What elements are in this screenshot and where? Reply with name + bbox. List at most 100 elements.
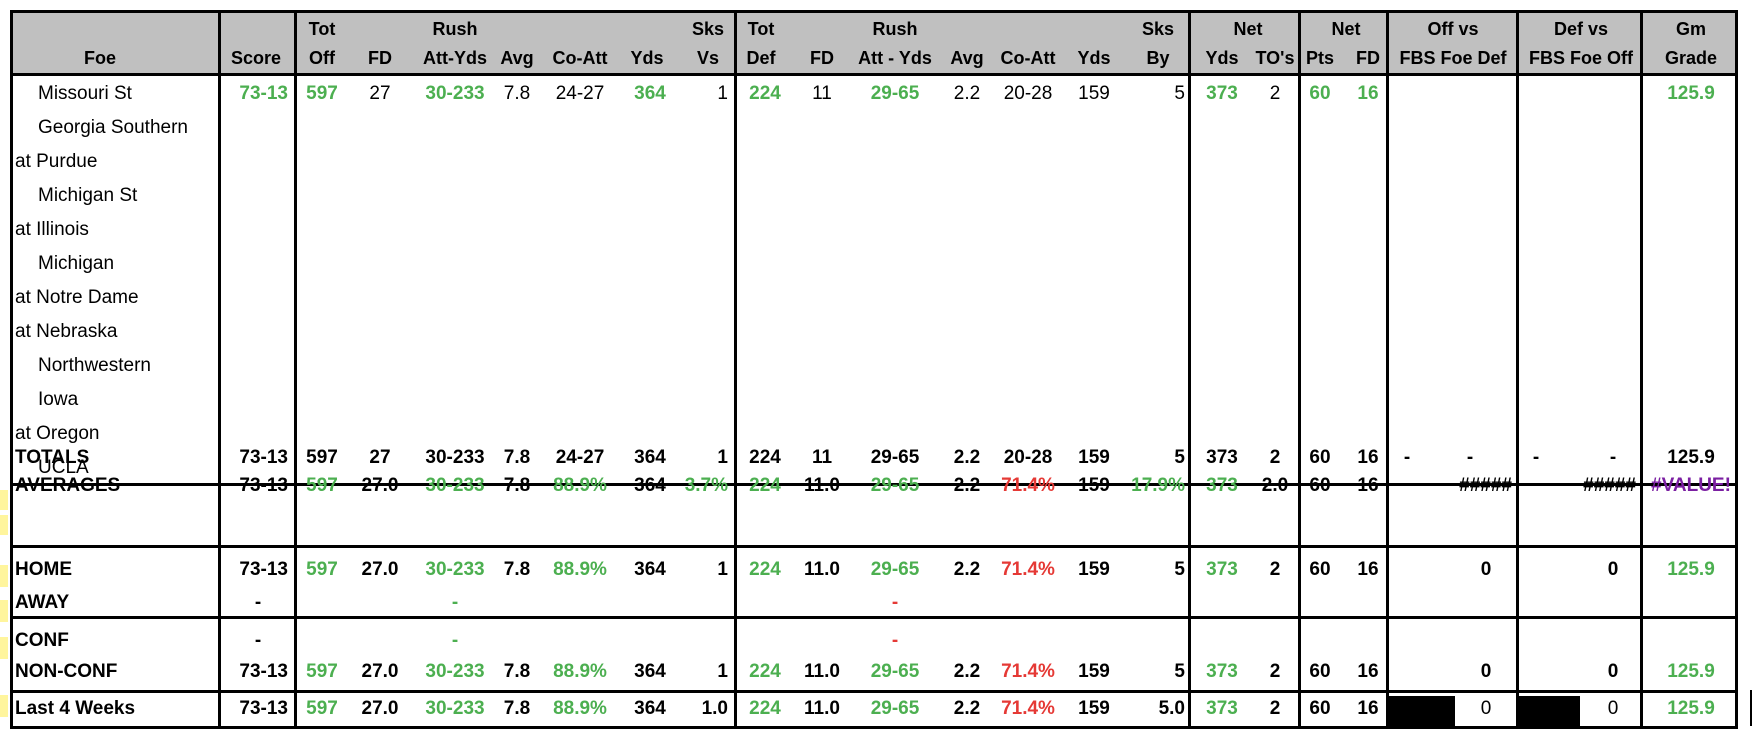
- nonconf-avg: 7.8: [503, 661, 531, 682]
- last4-sks-vs: 1.0: [701, 698, 728, 719]
- header-column-label: Avg: [950, 48, 984, 68]
- totals-dco-att: 20-28: [1003, 447, 1053, 468]
- header-column-label: Foe: [83, 48, 117, 68]
- home-co-att: 88.9%: [553, 559, 607, 580]
- header-column-label: Pts: [1305, 48, 1335, 68]
- home-yds: 364: [634, 559, 666, 580]
- highlight-mark: [0, 600, 8, 622]
- game1-net-fd: 16: [1357, 83, 1379, 104]
- nonconf-dfd: 11.0: [804, 661, 840, 682]
- highlight-mark: [0, 515, 8, 535]
- nonconf-def: 0: [1607, 661, 1619, 682]
- column-separator: [1188, 10, 1191, 729]
- nonconf-tos: 2: [1269, 661, 1281, 682]
- header-column-label: Score: [230, 48, 282, 68]
- totals-off-b: -: [1466, 447, 1474, 468]
- game1-dco-att: 20-28: [1003, 83, 1053, 104]
- last4-dco-att: 71.4%: [1001, 698, 1055, 719]
- averages-net-pts: 60: [1309, 475, 1331, 496]
- last4-co-att: 88.9%: [553, 698, 607, 719]
- foe-name: Georgia Southern: [38, 117, 188, 138]
- game1-rush: 30-233: [425, 83, 485, 104]
- last4-top-border: [10, 690, 1738, 693]
- nonconf-rush: 30-233: [425, 661, 485, 682]
- home-dfd: 11.0: [804, 559, 840, 580]
- home-drush: 29-65: [870, 559, 920, 580]
- home-def: 0: [1607, 559, 1619, 580]
- averages-drush: 29-65: [870, 475, 920, 496]
- home-tos: 2: [1269, 559, 1281, 580]
- header-top-label: Tot: [308, 19, 336, 39]
- last4-rush: 30-233: [425, 698, 485, 719]
- game1-co-att: 24-27: [555, 83, 605, 104]
- totals-tot-off: 597: [306, 447, 338, 468]
- header-column-label: By: [1146, 48, 1170, 68]
- header-column-label: Yds: [1077, 48, 1111, 68]
- home-grade: 125.9: [1667, 559, 1715, 580]
- header-background: [10, 12, 1738, 74]
- game1-davg: 2.2: [953, 83, 981, 104]
- nonconf-off: 0: [1480, 661, 1492, 682]
- home-net-pts: 60: [1309, 559, 1331, 580]
- last4-dfd: 11.0: [804, 698, 840, 719]
- header-column-label: Co-Att: [552, 48, 608, 68]
- foe-name: at Nebraska: [15, 321, 118, 342]
- totals-net-pts: 60: [1309, 447, 1331, 468]
- averages-score: 73-13: [239, 475, 288, 496]
- last4-net-yds: 373: [1206, 698, 1238, 719]
- averages-yds: 364: [634, 475, 666, 496]
- home-dco-att: 71.4%: [1001, 559, 1055, 580]
- averages-rush: 30-233: [425, 475, 485, 496]
- header-top-label: Tot: [747, 19, 775, 39]
- game1-sks-vs: 1: [717, 83, 728, 104]
- nonconf-davg: 2.2: [953, 661, 981, 682]
- black-cell-def: [1518, 696, 1580, 728]
- game1-dfd: 11: [812, 83, 832, 104]
- home-sks-by: 5: [1174, 559, 1185, 580]
- game1-score: 73-13: [239, 83, 288, 104]
- header-column-label: Vs: [696, 48, 720, 68]
- foe-name: Michigan: [38, 253, 115, 274]
- last4-def: 0: [1607, 698, 1619, 719]
- header-top-label: Gm: [1675, 19, 1707, 39]
- nonconf-drush: 29-65: [870, 661, 920, 682]
- totals-net-fd: 16: [1357, 447, 1379, 468]
- home-score: 73-13: [239, 559, 288, 580]
- column-separator: [1516, 10, 1519, 729]
- header-top-label: Sks: [691, 19, 725, 39]
- highlight-mark: [0, 490, 8, 510]
- game1-net-yds: 373: [1206, 83, 1238, 104]
- home-tot-off: 597: [306, 559, 338, 580]
- nonconf-co-att: 88.9%: [553, 661, 607, 682]
- nonconf-sks-vs: 1: [717, 661, 728, 682]
- averages-avg: 7.8: [503, 475, 531, 496]
- header-column-label: Def: [746, 48, 776, 68]
- outer-border: [1735, 10, 1738, 729]
- highlight-mark: [0, 637, 8, 659]
- totals-dyds: 159: [1078, 447, 1110, 468]
- game1-avg: 7.8: [503, 83, 531, 104]
- foe-name: at Notre Dame: [15, 287, 139, 308]
- game1-dyds: 159: [1078, 83, 1110, 104]
- game1-sks-by: 5: [1174, 83, 1185, 104]
- home-avg: 7.8: [503, 559, 531, 580]
- nonconf-label: NON-CONF: [15, 661, 118, 682]
- game1-net-pts: 60: [1309, 83, 1331, 104]
- black-cell-off: [1389, 696, 1455, 728]
- averages-sks-vs: 3.7%: [684, 475, 728, 496]
- game1-drush: 29-65: [870, 83, 920, 104]
- home-fd: 27.0: [361, 559, 399, 580]
- game1-tos: 2: [1269, 83, 1281, 104]
- header-column-label: FD: [810, 48, 834, 68]
- conf-top-border: [10, 616, 1738, 619]
- header-top-label: Net: [1233, 19, 1263, 39]
- column-separator: [734, 10, 737, 729]
- nonconf-net-yds: 373: [1206, 661, 1238, 682]
- conf-score: -: [254, 630, 262, 651]
- game1-yds: 364: [634, 83, 666, 104]
- totals-tot-def: 224: [749, 447, 781, 468]
- averages-net-yds: 373: [1206, 475, 1238, 496]
- header-column-label: Co-Att: [1000, 48, 1056, 68]
- header-column-label: Avg: [500, 48, 534, 68]
- foe-name: Michigan St: [38, 185, 138, 206]
